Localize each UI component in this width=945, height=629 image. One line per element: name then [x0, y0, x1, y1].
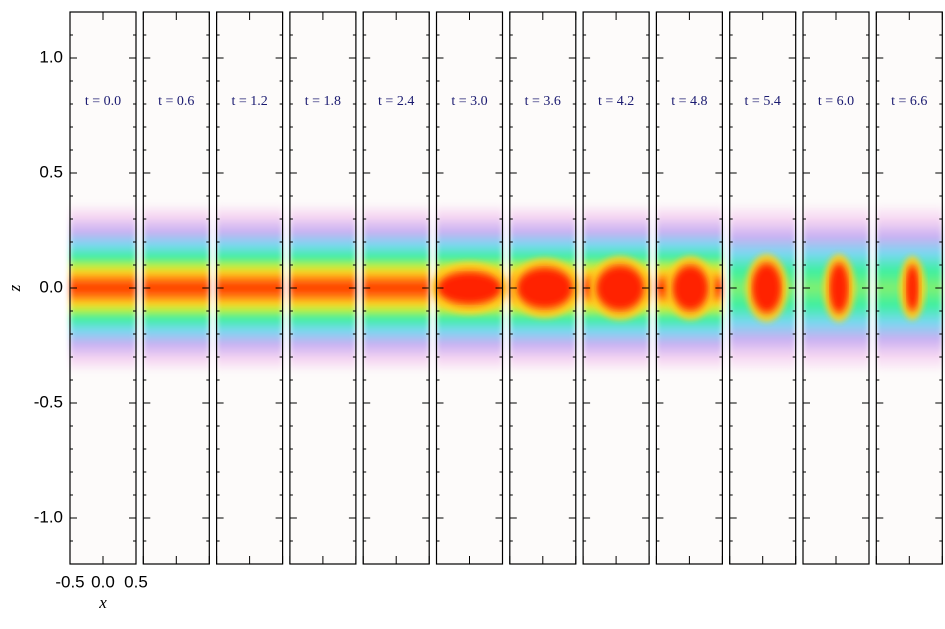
- x-tick-label: 0.5: [124, 572, 148, 591]
- time-label: t = 6.6: [891, 94, 927, 109]
- panel: t = 5.4: [729, 11, 797, 565]
- time-label: t = 0.6: [158, 94, 194, 109]
- density-core: [753, 266, 780, 310]
- y-tick-label: 0.0: [39, 277, 63, 296]
- panel: t = 0.6: [142, 11, 210, 565]
- time-label: t = 5.4: [745, 94, 781, 109]
- time-label: t = 3.0: [451, 94, 487, 109]
- panel: t = 6.0: [802, 11, 870, 565]
- time-label: t = 3.6: [525, 94, 561, 109]
- density-band: [216, 202, 283, 374]
- time-label: t = 2.4: [378, 94, 414, 109]
- time-label: t = 1.8: [305, 94, 341, 109]
- y-tick-label: 0.5: [39, 162, 63, 181]
- density-band: [143, 202, 210, 374]
- x-tick-label: 0.0: [91, 572, 115, 591]
- panel: t = 3.0: [431, 11, 508, 565]
- y-tick-label: -1.0: [34, 507, 63, 526]
- density-core: [674, 268, 707, 308]
- y-tick-label: 1.0: [39, 47, 63, 66]
- density-core: [831, 266, 847, 310]
- panel: t = 3.6: [509, 11, 579, 565]
- panel: t = 6.6: [875, 11, 943, 565]
- panel: t = 1.2: [216, 11, 284, 565]
- density-core: [907, 268, 918, 308]
- density-band: [289, 202, 356, 374]
- density-core: [518, 270, 571, 306]
- time-label: t = 0.0: [85, 94, 121, 109]
- time-label: t = 4.2: [598, 94, 634, 109]
- y-axis-label: z: [5, 284, 24, 292]
- y-tick-label: -0.5: [34, 392, 63, 411]
- panel: t = 4.8: [655, 11, 724, 565]
- time-label: t = 6.0: [818, 94, 854, 109]
- density-band: [363, 202, 430, 374]
- density-band: [70, 202, 136, 374]
- x-tick-label: -0.5: [55, 572, 84, 591]
- panel: t = 4.2: [582, 11, 651, 565]
- panel: t = 0.0: [69, 11, 137, 565]
- x-axis-label: x: [98, 593, 107, 612]
- time-label: t = 4.8: [671, 94, 707, 109]
- panel: t = 1.8: [289, 11, 357, 565]
- density-core: [598, 268, 643, 308]
- panel: t = 2.4: [362, 11, 430, 565]
- density-core: [439, 274, 500, 302]
- time-label: t = 1.2: [231, 94, 267, 109]
